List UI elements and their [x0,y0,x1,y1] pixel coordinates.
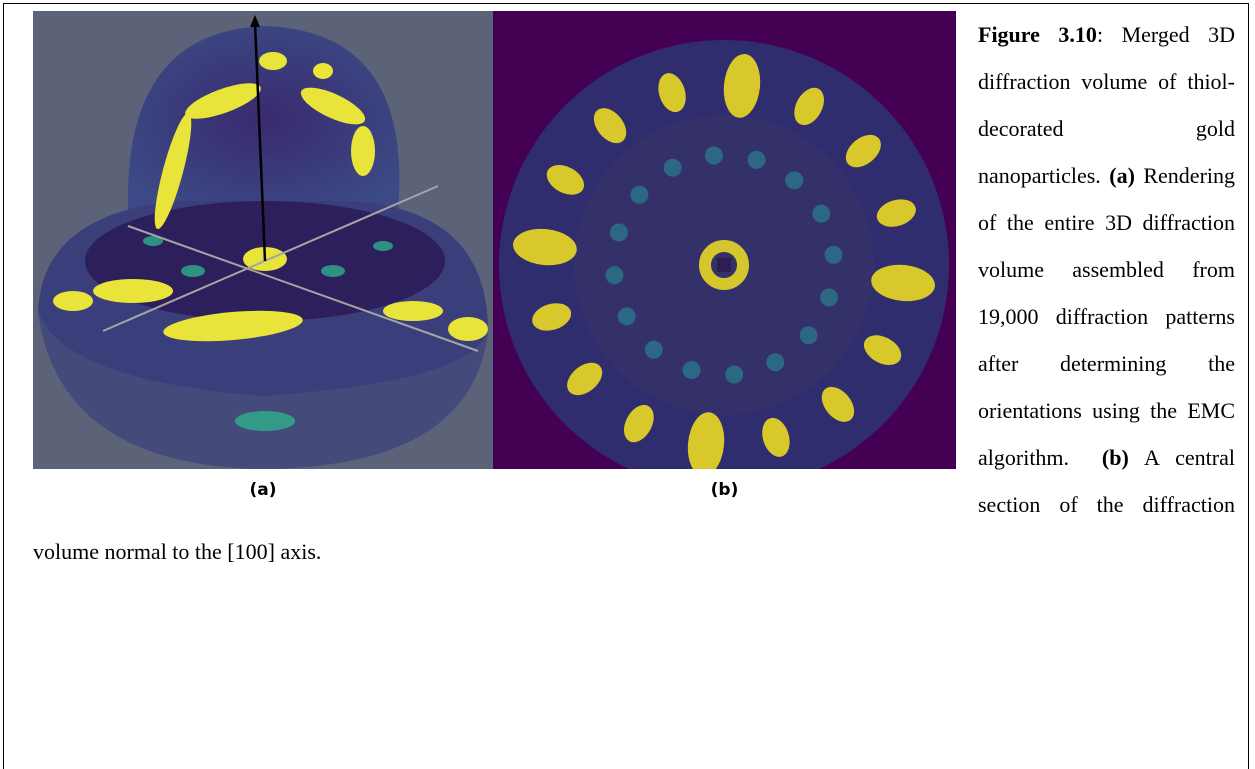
spot [824,245,843,264]
separator: : [1096,22,1104,47]
spot [605,266,624,285]
spot [687,412,725,469]
spot [513,228,577,266]
panel-b-image [493,11,956,469]
spot [704,146,723,165]
spot [609,223,628,242]
spot [682,361,701,380]
spot [821,386,855,422]
spot [845,134,881,168]
part-text: Rendering of the entire 3D diffraction v… [978,163,1236,470]
spot [546,165,585,195]
part-text: A central section of the diffraction vol… [33,445,1235,564]
part-label: (a) [1109,163,1135,188]
spot [785,171,804,190]
spot [630,185,649,204]
panel-label: (b) [710,480,739,500]
spot [658,73,686,113]
figure-label: Figure 3.10 [978,22,1097,47]
spot [593,108,627,144]
spot [762,417,790,457]
spot [723,54,761,118]
caption: Figure 3.10: Merged 3D diffraction volum… [33,11,1235,575]
spot [567,362,603,396]
spot [725,365,744,384]
spot [766,353,785,372]
spot [747,150,766,169]
caption-intro: Merged 3D diffraction volume of thiol-de… [978,22,1235,188]
spot [871,264,935,302]
spot [820,288,839,307]
spot [799,326,818,345]
spot [812,204,831,223]
diffraction-spots [513,54,935,469]
spot [794,87,824,126]
figure-frame: (a) (b) Figure 3.10: Merged 3D diffracti… [3,3,1249,769]
panel-a-image [33,11,493,469]
spot [663,158,682,177]
spot [532,303,572,331]
spot [617,307,636,326]
figure-panels: (a) (b) [33,11,963,516]
part-label: (b) [1101,445,1129,470]
spot [644,340,663,359]
spot [876,199,916,227]
panel-label: (a) [249,480,277,500]
spot [863,335,902,365]
spot [624,404,654,443]
